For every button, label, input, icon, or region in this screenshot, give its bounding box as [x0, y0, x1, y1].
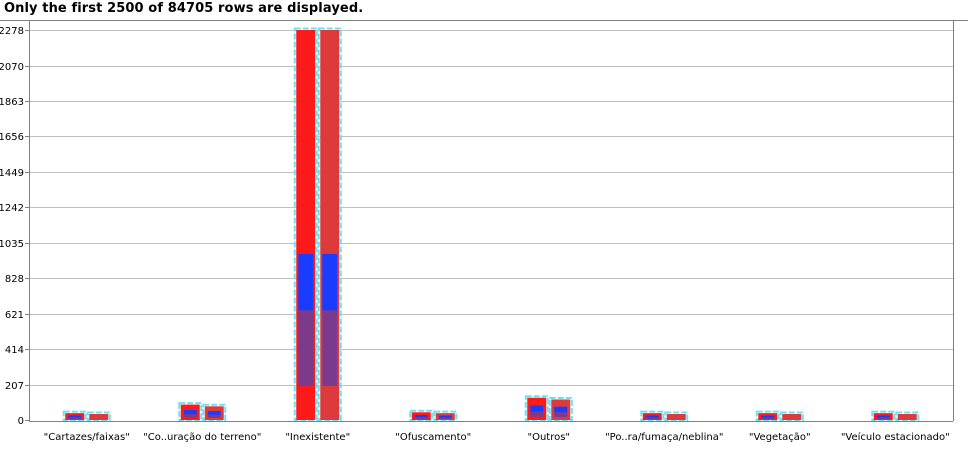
grid-lines: [29, 30, 953, 386]
x-category-label: "Cartazes/faixas": [44, 432, 130, 443]
x-category-label: "Veículo estacionado": [841, 431, 950, 443]
bar-segment: [298, 253, 314, 311]
bar: [897, 414, 917, 420]
y-tick-label: 1863: [0, 97, 24, 108]
bar-segment: [761, 415, 775, 418]
row-limit-notice: Only the first 2500 of 84705 rows are di…: [4, 1, 364, 16]
y-tick-label: 621: [5, 310, 24, 321]
bars: [62, 27, 920, 422]
top-divider: [0, 20, 968, 21]
bar-segment: [876, 417, 890, 420]
y-tick-label: 414: [5, 345, 24, 356]
bar-segment: [298, 310, 314, 386]
bar-segment: [876, 415, 890, 418]
bar-segment: [183, 414, 197, 418]
bar-segment: [322, 310, 338, 386]
x-category-label: "Inexistente": [285, 432, 350, 443]
bar-segment: [645, 415, 659, 418]
bar-segment: [322, 253, 338, 311]
bar-segment: [554, 406, 568, 413]
y-tick-label: 2278: [0, 26, 24, 37]
bar-segment: [645, 417, 659, 420]
bar-segment: [207, 411, 221, 415]
y-tick-label: 1242: [0, 203, 24, 214]
bar: [782, 414, 802, 420]
y-tick-label: 1656: [0, 132, 24, 143]
bar-segment: [68, 417, 82, 420]
x-axis-labels: "Cartazes/faixas" "Co..uração do terreno"…: [44, 431, 950, 443]
bar-segment: [530, 405, 544, 412]
bar-segment: [414, 414, 428, 418]
x-category-label: "Vegetação": [749, 432, 811, 443]
y-tick-label: 1449: [0, 168, 24, 179]
bar-outline: [548, 396, 573, 421]
y-tick-label: 207: [5, 381, 24, 392]
bar-segment: [530, 411, 544, 417]
y-axis: 0 207 414 621 828 1035 1242 1449 1656 1863 2070 227…: [0, 21, 954, 427]
bar-segment: [438, 415, 452, 418]
bar: [666, 414, 686, 420]
bar-segment: [183, 409, 197, 415]
y-tick-label: 0: [18, 416, 24, 427]
y-tick-label: 2070: [0, 62, 24, 73]
bar-segment: [207, 414, 221, 419]
x-category-label: "Outros": [527, 432, 570, 443]
bar-segment: [761, 417, 775, 420]
x-category-label: "Co..uração do terreno": [143, 432, 261, 443]
bar-segment: [68, 415, 82, 418]
x-category-label: "Po..ra/fumaça/neblina": [605, 432, 723, 443]
bar-segment: [554, 412, 568, 418]
bar: [89, 414, 109, 420]
y-tick-label: 1035: [0, 239, 24, 250]
bar-segment: [414, 417, 428, 419]
x-category-label: "Ofuscamento": [395, 432, 471, 443]
y-tick-label: 828: [5, 274, 24, 285]
bar-segment: [438, 417, 452, 420]
